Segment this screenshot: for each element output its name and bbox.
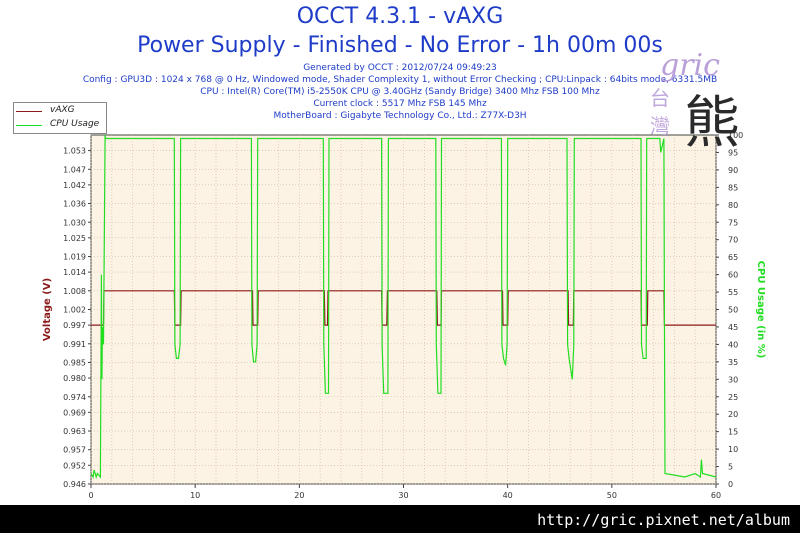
chart-title: OCCT 4.3.1 - vAXG bbox=[296, 4, 504, 29]
y-left-tick-label: 1.014 bbox=[63, 268, 86, 277]
y-left-tick-label: 0.952 bbox=[63, 461, 86, 470]
y-right-tick-label: 35 bbox=[728, 358, 738, 367]
y-left-tick-label: 1.042 bbox=[63, 181, 86, 190]
y-right-tick-label: 100 bbox=[728, 131, 743, 140]
config-info: Config : GPU3D : 1024 x 768 @ 0 Hz, Wind… bbox=[82, 75, 718, 85]
y-left-tick-label: 1.019 bbox=[63, 253, 86, 262]
y-right-tick-label: 45 bbox=[728, 323, 738, 332]
y-left-tick-label: 0.985 bbox=[63, 358, 86, 367]
logo-text-latin: gric bbox=[660, 48, 720, 83]
logo-text-cjk-big: 熊 bbox=[684, 91, 740, 156]
y-right-tick-label: 55 bbox=[728, 288, 738, 297]
y-right-tick-label: 20 bbox=[728, 410, 738, 419]
legend-label-voltage: vAXG bbox=[50, 105, 75, 115]
x-tick-label: 50 bbox=[607, 491, 617, 500]
y-right-tick-label: 25 bbox=[728, 393, 738, 402]
x-tick-label: 30 bbox=[398, 491, 408, 500]
logo-text-cjk-2: 灣 bbox=[650, 114, 670, 138]
y-left-tick-label: 1.002 bbox=[63, 306, 86, 315]
series-line-cpu-usage bbox=[90, 134, 717, 480]
x-tick-label: 40 bbox=[503, 491, 513, 500]
x-tick-label: 10 bbox=[190, 491, 200, 500]
x-tick-label: 20 bbox=[294, 491, 304, 500]
legend-label-cpu: CPU Usage bbox=[50, 119, 100, 129]
y-left-tick-label: 0.974 bbox=[63, 393, 86, 402]
y-right-axis-label: CPU Usage (in %) bbox=[755, 261, 766, 359]
y-left-tick-label: 0.957 bbox=[63, 446, 86, 455]
y-right-tick-label: 85 bbox=[728, 183, 738, 192]
y-right-tick-label: 5 bbox=[728, 463, 733, 472]
generated-info: Generated by OCCT : 2012/07/24 09:49:23 bbox=[303, 63, 497, 73]
y-right-tick-label: 90 bbox=[728, 166, 738, 175]
y-left-tick-label: 1.008 bbox=[63, 287, 86, 296]
x-tick-label: 60 bbox=[711, 491, 721, 500]
logo-text-cjk-1: 台 bbox=[650, 86, 670, 110]
y-left-tick-label: 1.053 bbox=[63, 147, 86, 156]
watermark-bar: http://gric.pixnet.net/album bbox=[0, 505, 800, 533]
legend-swatch-cpu bbox=[16, 125, 42, 126]
watermark-logo: gric 台 灣 熊 bbox=[640, 48, 760, 158]
y-left-tick-label: 1.030 bbox=[63, 218, 86, 227]
y-right-tick-label: 95 bbox=[728, 148, 738, 157]
y-left-tick-label: 0.991 bbox=[63, 340, 86, 349]
y-right-tick-label: 60 bbox=[728, 271, 738, 280]
y-right-tick-label: 80 bbox=[728, 201, 738, 210]
cpu-info: CPU : Intel(R) Core(TM) i5-2550K CPU @ 3… bbox=[200, 87, 600, 97]
legend: vAXG CPU Usage bbox=[13, 102, 107, 134]
y-right-tick-label: 75 bbox=[728, 218, 738, 227]
y-right-tick-label: 50 bbox=[728, 306, 738, 315]
motherboard-info: MotherBoard : Gigabyte Technology Co., L… bbox=[273, 111, 527, 121]
clock-info: Current clock : 5517 Mhz FSB 145 Mhz bbox=[313, 99, 487, 109]
y-right-tick-label: 15 bbox=[728, 428, 738, 437]
y-left-tick-label: 0.969 bbox=[63, 408, 86, 417]
y-left-tick-label: 1.047 bbox=[63, 165, 86, 174]
chart-subtitle: Power Supply - Finished - No Error - 1h … bbox=[137, 33, 663, 58]
y-right-tick-label: 10 bbox=[728, 445, 738, 454]
y-left-tick-label: 0.997 bbox=[63, 321, 86, 330]
y-right-tick-label: 0 bbox=[728, 480, 733, 489]
legend-swatch-voltage bbox=[16, 111, 42, 112]
y-left-tick-label: 0.963 bbox=[63, 427, 86, 436]
y-left-tick-label: 0.946 bbox=[63, 480, 86, 489]
y-left-tick-label: 1.025 bbox=[63, 234, 86, 243]
y-left-tick-label: 1.036 bbox=[63, 200, 86, 209]
x-tick-label: 0 bbox=[88, 491, 93, 500]
y-right-tick-label: 65 bbox=[728, 253, 738, 262]
y-right-tick-label: 40 bbox=[728, 340, 738, 349]
watermark-url[interactable]: http://gric.pixnet.net/album bbox=[537, 511, 790, 529]
y-right-tick-label: 30 bbox=[728, 375, 738, 384]
y-left-tick-label: 0.980 bbox=[63, 374, 86, 383]
y-right-tick-label: 70 bbox=[728, 236, 738, 245]
y-left-axis-label: Voltage (V) bbox=[42, 278, 53, 341]
